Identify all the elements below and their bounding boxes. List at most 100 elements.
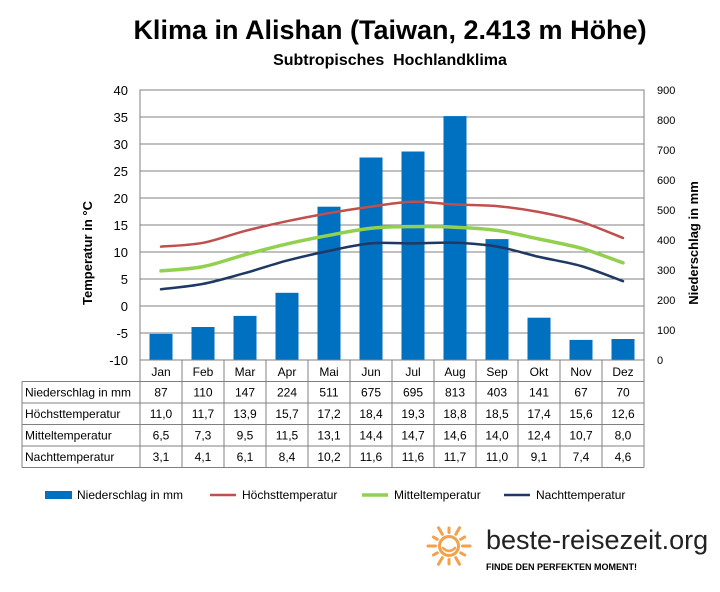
table-cell: 110	[193, 385, 212, 399]
table-cell: 11,7	[444, 450, 467, 464]
sun-core	[438, 535, 460, 557]
left-tick-label: 5	[121, 272, 128, 287]
x-tick-label: Sep	[486, 365, 508, 379]
table-cell: 11,7	[192, 407, 215, 421]
legend-label: Höchsttemperatur	[242, 488, 337, 502]
table-cell: 9,1	[531, 450, 548, 464]
x-tick-label: Jan	[151, 365, 170, 379]
sun-ray	[459, 551, 467, 557]
table-cell: 813	[445, 385, 465, 399]
precipitation-bar	[275, 292, 299, 360]
table-cell: 11,0	[150, 407, 173, 421]
table-cell: 19,3	[401, 407, 425, 421]
table-cell: 12,4	[527, 428, 551, 442]
right-tick-label: 900	[657, 85, 675, 97]
table-cell: 6,1	[237, 450, 254, 464]
table-cell: 7,4	[573, 450, 590, 464]
table-cell: 9,5	[237, 428, 254, 442]
table-cell: 10,7	[569, 428, 593, 442]
precipitation-bar	[233, 315, 257, 360]
table-cell: 17,2	[317, 407, 341, 421]
x-tick-label: Nov	[570, 365, 591, 379]
sun-ray	[459, 535, 467, 541]
table-cell: 6,5	[153, 428, 170, 442]
table-cell: 17,4	[527, 407, 551, 421]
table-row-label: Nachttemperatur	[25, 450, 114, 464]
precipitation-bar	[191, 327, 215, 360]
right-tick-label: 300	[657, 265, 675, 277]
table-cell: 8,0	[615, 428, 632, 442]
sun-ray	[454, 526, 461, 536]
legend-label: Niederschlag in mm	[77, 488, 183, 502]
table-cell: 141	[529, 385, 549, 399]
legend-swatch	[45, 491, 72, 499]
right-tick-label: 600	[657, 175, 675, 187]
right-tick-label: 200	[657, 295, 675, 307]
left-tick-label: 10	[114, 245, 128, 260]
table-cell: 67	[574, 385, 588, 399]
right-tick-label: 700	[657, 145, 675, 157]
table-cell: 11,0	[486, 450, 509, 464]
legend-label: Nachttemperatur	[536, 488, 625, 502]
sun-smile	[441, 546, 457, 553]
table-row-label: Niederschlag in mm	[25, 385, 131, 399]
table-cell: 11,6	[360, 450, 383, 464]
left-tick-label: 20	[114, 191, 128, 206]
precipitation-bar	[401, 151, 425, 360]
right-tick-label: 500	[657, 205, 675, 217]
temperature-line	[159, 200, 625, 248]
table-cell: 14,6	[443, 428, 467, 442]
temperature-line	[159, 241, 625, 291]
table-cell: 12,6	[611, 407, 635, 421]
sun-icon	[426, 526, 472, 566]
table-cell: 11,6	[402, 450, 425, 464]
x-tick-label: Mar	[235, 365, 256, 379]
table-cell: 403	[487, 385, 507, 399]
table-cell: 14,7	[401, 428, 425, 442]
table-cell: 18,5	[485, 407, 509, 421]
right-axis-ticks: 900 800 700 600 500 400 300 200 100 0	[657, 85, 675, 367]
table-cell: 13,1	[317, 428, 341, 442]
sun-ray	[431, 551, 439, 557]
sun-ray	[431, 535, 439, 541]
precipitation-bar	[611, 339, 635, 360]
x-tick-label: Dez	[612, 365, 633, 379]
left-axis-ticks: 40 35 30 25 20 15 10 5 0 -5 -10	[109, 83, 128, 368]
precipitation-bar	[527, 317, 551, 360]
sun-ray	[454, 556, 461, 566]
table-cell: 4,6	[615, 450, 632, 464]
brand-logo: beste-reisezeit.org FINDE DEN PERFEKTEN …	[426, 525, 708, 572]
precipitation-bar	[149, 333, 173, 360]
table-cell: 3,1	[153, 450, 170, 464]
gridlines	[140, 116, 644, 334]
table-cell: 14,4	[359, 428, 383, 442]
precipitation-bars	[149, 116, 635, 360]
precipitation-bar	[485, 239, 509, 360]
table-cell: 18,8	[443, 407, 467, 421]
left-tick-label: 0	[121, 299, 128, 314]
table-cell: 15,6	[569, 407, 593, 421]
x-tick-label: Jul	[405, 365, 420, 379]
x-tick-label: Feb	[193, 365, 214, 379]
table-row-label: Höchsttemperatur	[25, 407, 120, 421]
table-cell: 4,1	[195, 450, 212, 464]
chart-subtitle: Subtropisches Hochlandklima	[273, 52, 507, 69]
left-axis-label: Temperatur in °C	[80, 200, 95, 305]
table-cell: 695	[403, 385, 423, 399]
x-tick-label: Okt	[530, 365, 549, 379]
table-cell: 147	[235, 385, 255, 399]
table-cell: 675	[361, 385, 381, 399]
right-tick-label: 800	[657, 115, 675, 127]
left-tick-label: -5	[116, 326, 128, 341]
x-tick-label: Jun	[361, 365, 380, 379]
right-tick-label: 0	[657, 355, 663, 367]
table-cell: 7,3	[195, 428, 212, 442]
table-cell: 18,4	[359, 407, 383, 421]
table-cell: 224	[277, 385, 297, 399]
legend: Niederschlag in mm Höchsttemperatur Mittel…	[45, 488, 625, 502]
left-tick-label: 35	[114, 110, 128, 125]
sun-ray	[437, 526, 444, 536]
temperature-line	[159, 224, 625, 273]
left-tick-label: 30	[114, 137, 128, 152]
